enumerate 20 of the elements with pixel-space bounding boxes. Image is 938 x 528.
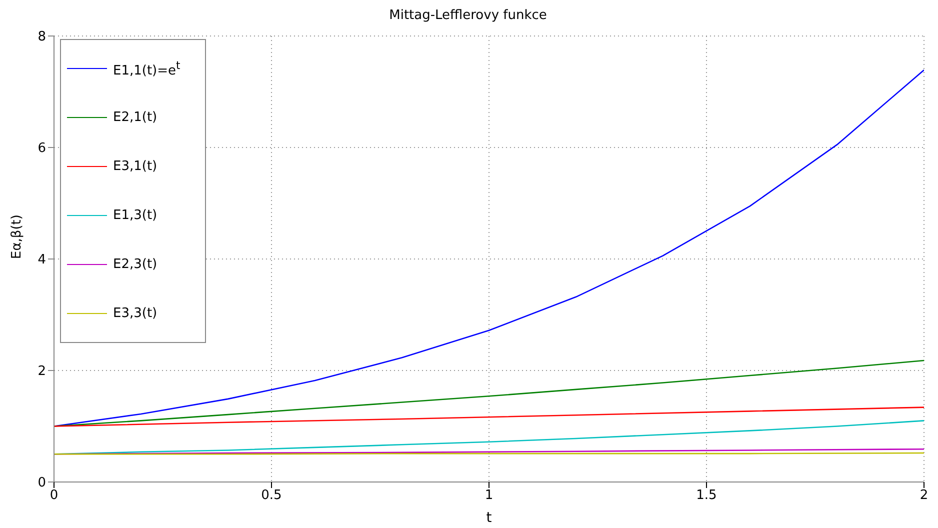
- legend-label: E1,3(t): [113, 208, 158, 223]
- x-tick-label: 2: [920, 488, 928, 504]
- x-tick-label: 1.5: [696, 488, 717, 504]
- x-tick-label: 1: [484, 488, 494, 504]
- y-tick-label: 6: [38, 141, 46, 156]
- x-tick-label: 0.5: [261, 488, 282, 504]
- chart-title: Mittag-Lefflerovy funkce: [388, 8, 548, 25]
- line-series: [54, 406, 924, 427]
- y-tick-label: 2: [38, 364, 46, 380]
- x-tick-label: 0: [50, 488, 58, 504]
- y-tick-label: 4: [38, 252, 46, 268]
- legend-label: E3,3(t): [113, 306, 158, 321]
- y-tick-label: 8: [38, 30, 46, 45]
- y-axis-title: Eα,β(t): [10, 214, 25, 259]
- legend-label: E1,1(t)=e$^{t}$: [113, 58, 180, 78]
- legend-label: E2,1(t): [113, 110, 158, 125]
- y-tick-label: 0: [38, 476, 46, 491]
- x-axis-title: t: [486, 510, 492, 526]
- legend-label: E2,3(t): [113, 257, 158, 272]
- legend-label: E3,1(t): [113, 159, 158, 174]
